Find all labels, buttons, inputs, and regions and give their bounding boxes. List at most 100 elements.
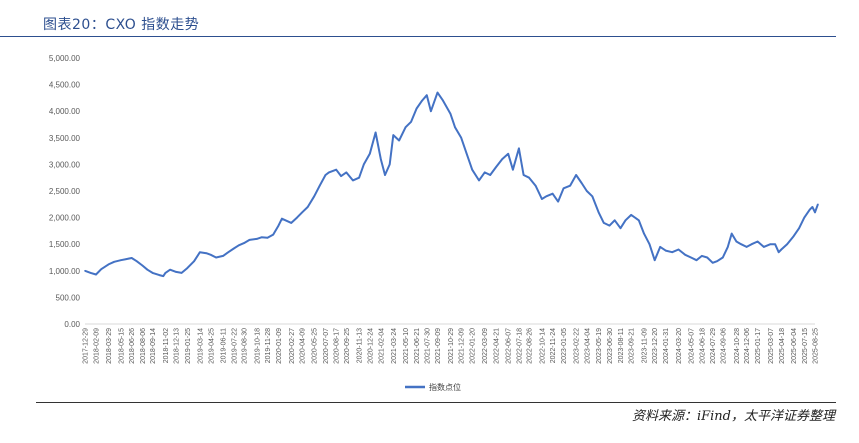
data-point [562, 187, 565, 190]
data-point [454, 126, 456, 128]
data-point [597, 211, 600, 214]
data-point [745, 246, 748, 248]
x-tick-label: 2021-05-10 [403, 328, 410, 364]
x-tick-label: 2018-12-13 [174, 328, 181, 364]
data-point [175, 271, 177, 273]
x-tick-label: 2024-06-18 [699, 328, 706, 364]
data-point [436, 91, 439, 94]
data-point [130, 257, 133, 259]
data-point [460, 137, 463, 139]
source-note: 资料来源：iFind，太平洋证券整理 [631, 409, 835, 424]
data-point [164, 272, 167, 274]
data-point [107, 263, 110, 266]
x-tick-label: 2018-05-15 [118, 328, 125, 364]
data-point [811, 206, 814, 208]
x-tick-label: 2023-09-21 [629, 328, 636, 364]
data-point [551, 192, 554, 195]
bottom-rule [36, 402, 836, 403]
data-point [722, 256, 724, 259]
data-point [677, 248, 680, 251]
data-point [404, 126, 407, 128]
x-tick-label: 2020-01-09 [276, 328, 283, 364]
data-point [243, 242, 245, 244]
data-point [557, 200, 559, 203]
x-tick-label: 2020-04-09 [300, 328, 307, 364]
data-point [430, 110, 432, 112]
data-point [340, 175, 342, 177]
data-point [151, 272, 154, 274]
data-point [643, 232, 645, 235]
x-tick-label: 2025-04-18 [779, 328, 786, 364]
data-point [653, 259, 656, 261]
x-tick-label: 2020-09-25 [344, 328, 351, 364]
data-point [415, 107, 418, 110]
x-tick-label: 2022-10-14 [539, 328, 546, 364]
x-tick-label: 2019-01-25 [185, 328, 192, 364]
data-point [426, 94, 428, 96]
data-point [358, 176, 360, 179]
data-point [100, 268, 102, 270]
y-tick-label: 2,000.00 [49, 214, 81, 223]
data-point [233, 247, 235, 250]
data-point [591, 195, 594, 198]
data-point [495, 166, 497, 168]
x-tick-label: 2018-03-29 [106, 328, 113, 364]
x-tick-label: 2025-03-07 [768, 328, 775, 364]
data-point [384, 174, 386, 176]
legend: 指数点位 [405, 382, 461, 392]
data-point [135, 260, 138, 262]
data-point [575, 174, 577, 176]
data-point [410, 121, 412, 123]
data-point [740, 243, 742, 245]
x-tick-label: 2019-08-30 [242, 328, 249, 364]
data-point [512, 168, 514, 171]
x-tick-label: 2020-11-13 [357, 328, 364, 363]
data-point [120, 259, 122, 261]
x-tick-label: 2021-02-04 [378, 328, 385, 364]
data-point [95, 273, 97, 276]
data-point [193, 260, 195, 262]
data-point [324, 174, 327, 176]
data-point [328, 171, 330, 174]
data-point [238, 244, 240, 247]
x-tick-label: 2022-03-09 [482, 328, 489, 364]
data-point [580, 182, 583, 184]
data-point [786, 243, 788, 245]
data-point [671, 251, 673, 253]
data-point [730, 232, 733, 235]
data-point [648, 243, 651, 245]
x-tick-label: 2023-01-05 [561, 328, 568, 364]
data-point [659, 246, 661, 248]
x-tick-label: 2024-01-31 [663, 328, 670, 364]
data-point [603, 222, 605, 224]
data-point [398, 139, 400, 142]
data-point [803, 216, 806, 219]
data-point [345, 171, 348, 174]
y-tick-label: 500.00 [56, 293, 81, 302]
data-point [186, 267, 189, 269]
data-point [442, 99, 444, 102]
x-tick-label: 2023-08-11 [618, 328, 625, 363]
data-point [388, 163, 391, 166]
data-point [528, 176, 530, 179]
data-point [260, 236, 263, 239]
x-tick-label: 2023-02-22 [574, 328, 581, 364]
data-point [374, 131, 377, 134]
data-point [162, 275, 165, 277]
x-tick-label: 2018-09-14 [150, 328, 157, 364]
data-point [534, 184, 537, 187]
data-point [545, 195, 548, 198]
x-tick-label: 2024-05-07 [688, 328, 695, 364]
data-point [750, 243, 753, 245]
data-point [735, 240, 738, 243]
data-point [711, 262, 714, 264]
data-point [613, 219, 616, 222]
data-point [608, 224, 611, 227]
data-point [769, 243, 772, 245]
data-point [780, 248, 783, 251]
data-point [630, 214, 632, 216]
data-point [695, 259, 698, 261]
data-point [205, 252, 208, 254]
x-tick-label: 2018-06-26 [129, 328, 136, 364]
x-tick-label: 2019-04-25 [208, 328, 215, 364]
